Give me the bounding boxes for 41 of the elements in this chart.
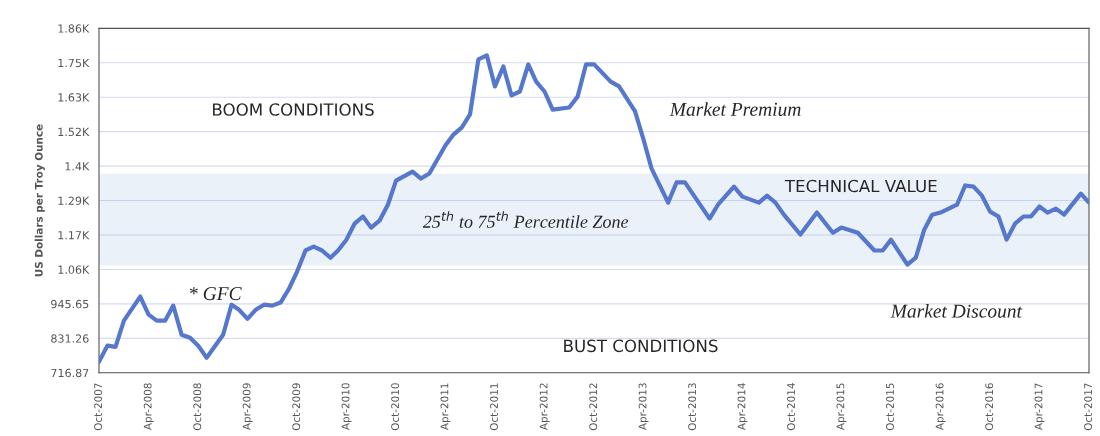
line-series	[99, 53, 1089, 364]
x-tick-label: Apr-2014	[737, 383, 748, 431]
annotation: BOOM CONDITIONS	[213, 103, 374, 116]
x-tick-label: Apr-2008	[143, 383, 154, 431]
y-tick-label: 1.63K	[58, 93, 90, 102]
y-tick-label: 1.06K	[58, 265, 90, 274]
x-tick-label: Oct-2014	[787, 383, 795, 431]
x-tick-label: Oct-2017	[1084, 383, 1093, 431]
x-tick-label: Apr-2009	[242, 383, 253, 431]
annotation: BUST CONDITIONS	[564, 339, 718, 353]
x-tick-label: Oct-2011	[490, 383, 498, 431]
x-tick-label: Apr-2013	[638, 383, 649, 431]
x-tick-label: Apr-2010	[341, 383, 352, 431]
y-axis-title: US Dollars per Troy Ounce	[34, 124, 45, 277]
x-tick-label: Apr-2016	[935, 383, 946, 431]
annotation: Market Premium	[669, 102, 801, 116]
x-tick-label: Oct-2010	[391, 383, 400, 431]
x-tick-label: Apr-2015	[836, 383, 847, 431]
x-tick-label: Apr-2012	[539, 383, 550, 431]
x-tick-label: Oct-2007	[94, 383, 103, 431]
y-tick-label: 1.52K	[58, 127, 90, 137]
y-tick-label: 945.65	[51, 299, 89, 309]
x-tick-label: Oct-2015	[886, 383, 894, 431]
annotation: * GFC	[189, 287, 242, 301]
y-tick-label: 716.87	[51, 368, 89, 378]
x-tick-label: Apr-2011	[440, 383, 451, 431]
y-tick-label: 1.17K	[58, 231, 90, 240]
y-tick-label: 1.29K	[58, 196, 90, 205]
y-tick-label: 1.4K	[65, 162, 90, 171]
x-tick-label: Apr-2017	[1034, 383, 1045, 431]
y-tick-label: 1.86K	[58, 24, 90, 33]
y-tick-label: 1.75K	[58, 58, 90, 68]
annotation: TECHNICAL VALUE	[784, 179, 937, 193]
band-label: 25$^{th}$ to 75$^{th}$ Percentile Zone	[422, 211, 629, 228]
x-tick-label: Oct-2016	[985, 383, 994, 431]
x-tick-label: Oct-2012	[589, 383, 598, 431]
x-tick-label: Oct-2009	[292, 383, 301, 431]
annotation: Market Discount	[890, 304, 1023, 318]
x-tick-label: Oct-2013	[688, 383, 697, 431]
y-tick-label: 831.26	[51, 334, 89, 343]
x-tick-label: Oct-2008	[193, 383, 202, 431]
